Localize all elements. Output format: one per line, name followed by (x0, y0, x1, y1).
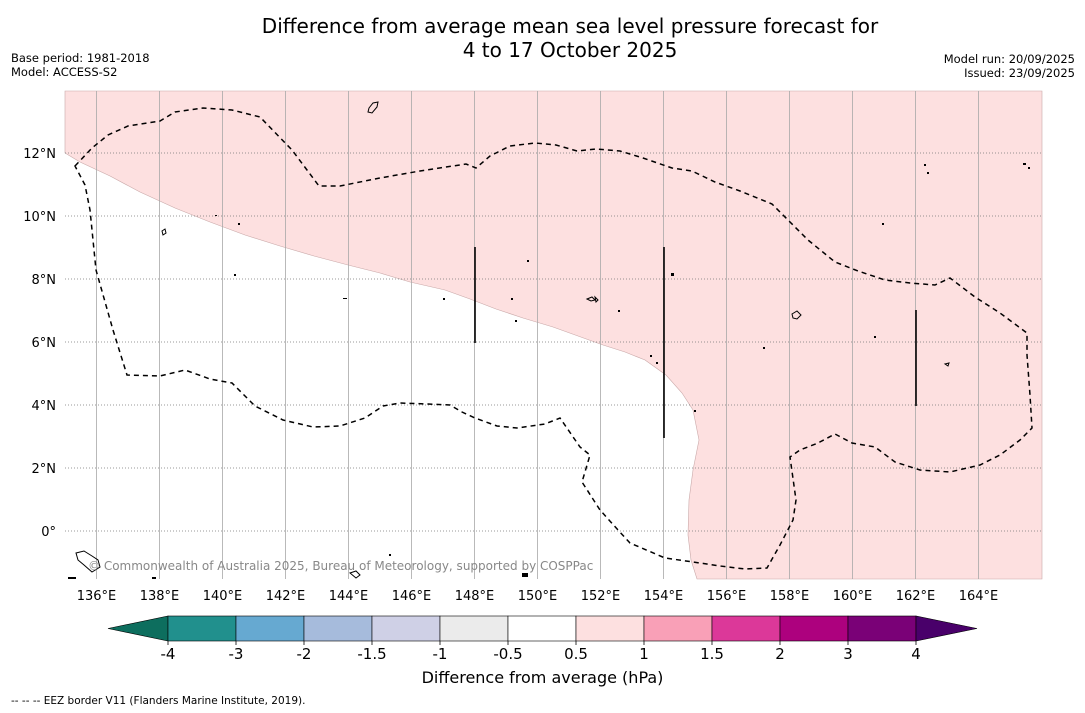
island-dot (656, 362, 658, 364)
lon-label: 148°E (455, 589, 495, 604)
island-dot (927, 172, 929, 174)
colorbar-extend-low (107, 615, 169, 642)
copyright-notice: © Commonwealth of Australia 2025, Bureau… (88, 559, 593, 573)
lon-label: 150°E (518, 589, 558, 604)
island-dot (694, 410, 696, 412)
island-dot (1028, 167, 1030, 169)
pressure-anomaly-area (64, 90, 1043, 580)
lat-label: 0° (41, 525, 56, 540)
lon-label: 138°E (140, 589, 180, 604)
colorbar-tick-label: -4 (161, 645, 176, 663)
lon-label: 158°E (770, 589, 810, 604)
lat-label: 10°N (23, 210, 56, 225)
island-guam (367, 101, 379, 114)
lon-label: 154°E (644, 589, 684, 604)
boundary-lines (474, 247, 917, 438)
lon-label: 164°E (959, 589, 999, 604)
colorbar (107, 615, 978, 642)
island-dot (68, 577, 76, 579)
island-yap (161, 228, 167, 236)
axis-labels: 136°E 138°E 140°E 142°E 144°E 146°E 148°E 150°E… (23, 147, 998, 604)
colorbar-segment (575, 615, 645, 642)
colorbar-segment (847, 615, 917, 642)
island-dot (763, 347, 765, 349)
island-dot (238, 223, 240, 225)
colorbar-segment (303, 615, 373, 642)
model-run: Model run: 20/09/2025 (943, 52, 1075, 66)
title-line-2: 4 to 17 October 2025 (462, 38, 678, 62)
lat-label: 12°N (23, 147, 56, 162)
island-dot (152, 577, 156, 579)
colorbar-tick-label: -2 (297, 645, 312, 663)
colorbar-tick-label: 3 (843, 645, 853, 663)
lon-label: 162°E (896, 589, 936, 604)
colorbar-segment (507, 615, 577, 642)
colorbar-tick-label: -3 (229, 645, 244, 663)
issued-date: Issued: 23/09/2025 (964, 66, 1075, 80)
title-line-1: Difference from average mean sea level p… (261, 14, 879, 38)
island-dot (511, 298, 513, 300)
lat-label: 2°N (32, 462, 57, 477)
colorbar-tick-label: 0.5 (564, 645, 588, 663)
island-dot (527, 260, 529, 262)
island-dot (443, 298, 445, 300)
footnote: -- -- -- EEZ border V11 (Flanders Marine… (11, 695, 306, 707)
colorbar-tick-label: 1 (639, 645, 649, 663)
colorbar-segment (371, 615, 441, 642)
colorbar-segment (235, 615, 305, 642)
lon-label: 136°E (77, 589, 117, 604)
colorbar-ticks: -4 -3 -2 -1.5 -1 -0.5 0.5 1 1.5 2 3 4 (161, 641, 921, 663)
island-dot (234, 274, 236, 276)
island-dot (882, 223, 884, 225)
island-dot (522, 573, 528, 577)
islands (75, 101, 950, 579)
colorbar-segment (439, 615, 509, 642)
island-dot (515, 320, 517, 322)
island-dot (618, 310, 620, 312)
island-manus (348, 570, 361, 579)
lon-label: 146°E (392, 589, 432, 604)
island-dot (1023, 163, 1026, 165)
lon-label: 142°E (266, 589, 306, 604)
lat-label: 8°N (32, 273, 57, 288)
lon-label: 140°E (203, 589, 243, 604)
colorbar-segment (711, 615, 781, 642)
lon-label: 144°E (329, 589, 369, 604)
colorbar-extend-high (915, 615, 978, 642)
meta-left: Base period: 1981-2018 Model: ACCESS-S2 (11, 51, 150, 79)
lon-label: 156°E (707, 589, 747, 604)
colorbar-label: Difference from average (hPa) (421, 668, 664, 687)
colorbar-segment (779, 615, 849, 642)
island-dot (215, 215, 217, 216)
island-kosrae (943, 362, 950, 367)
colorbar-tick-label: -1.5 (357, 645, 386, 663)
island-pohnpei (791, 310, 802, 320)
colorbar-segment (167, 615, 237, 642)
island-dot (343, 298, 347, 299)
island-png-coast (75, 550, 101, 573)
colorbar-tick-label: 1.5 (700, 645, 724, 663)
colorbar-tick-label: 2 (775, 645, 785, 663)
colorbar-tick-label: 4 (911, 645, 921, 663)
lon-label: 152°E (581, 589, 621, 604)
colorbar-tick-label: -0.5 (493, 645, 522, 663)
colorbar-segment (643, 615, 713, 642)
island-dots (68, 163, 1030, 579)
base-period: Base period: 1981-2018 (11, 51, 150, 65)
meta-right: Model run: 20/09/2025 Issued: 23/09/2025 (944, 52, 1075, 80)
eez-border (74, 107, 1033, 570)
island-dot (389, 554, 391, 556)
island-chuuk (585, 295, 599, 304)
lon-label: 160°E (833, 589, 873, 604)
island-dot (924, 164, 926, 166)
island-dot (671, 273, 674, 276)
map-title: Difference from average mean sea level p… (0, 14, 1085, 62)
lat-label: 6°N (32, 336, 57, 351)
model-name: Model: ACCESS-S2 (11, 65, 118, 79)
island-dot (650, 355, 652, 357)
lat-label: 4°N (32, 399, 57, 414)
island-dot (874, 336, 876, 338)
colorbar-tick-label: -1 (433, 645, 448, 663)
